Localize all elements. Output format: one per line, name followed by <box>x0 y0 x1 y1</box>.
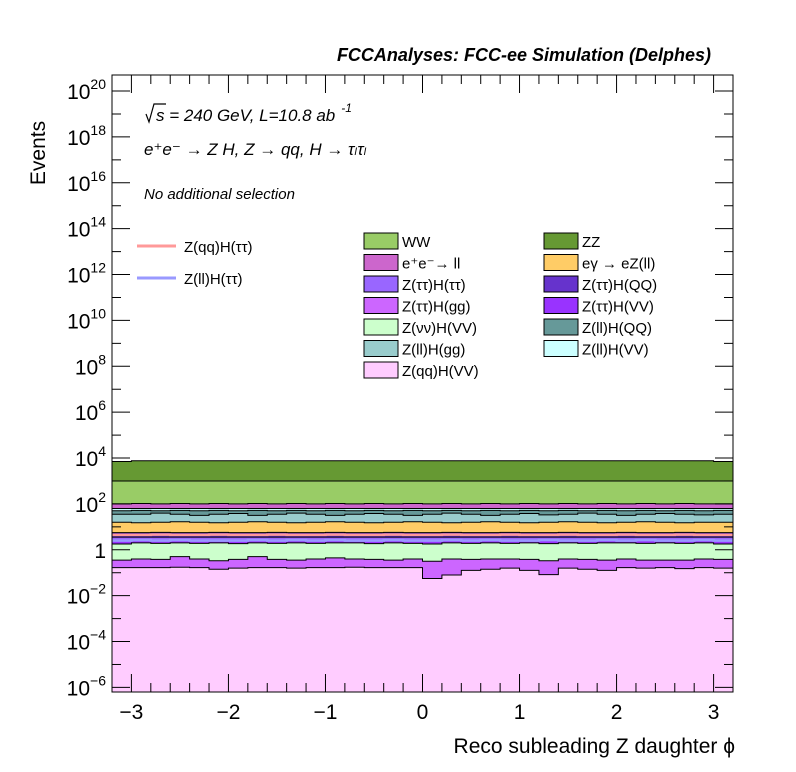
y-axis-label: Events <box>27 121 50 185</box>
energy-sqrt-arg: s <box>156 106 165 125</box>
legend-line-label: Z(ll)H(ττ) <box>184 271 243 288</box>
legend-box-label: ZZ <box>582 234 600 251</box>
y-tick-label: 10−2 <box>67 581 107 609</box>
legend-box-label: Z(ll)H(VV) <box>582 342 649 359</box>
legend-box-swatch <box>363 361 399 379</box>
x-axis-label: Reco subleading Z daughter ϕ <box>454 735 735 758</box>
legend-box-label: Z(ττ)H(gg) <box>402 299 471 316</box>
y-tick-label: 1016 <box>67 168 106 196</box>
selection-annotation: No additional selection <box>144 186 295 203</box>
x-tick-label: 3 <box>708 701 720 724</box>
energy-sup: -1 <box>341 101 352 115</box>
legend-box-swatch <box>363 340 399 357</box>
svg-text:s = 240 GeV, L=10.8 ab-1: s = 240 GeV, L=10.8 ab -1 <box>156 101 352 125</box>
chart-title: FCCAnalyses: FCC-ee Simulation (Delphes) <box>337 45 711 65</box>
y-tick-label: 1 <box>94 540 106 563</box>
y-tick-label: 104 <box>75 443 106 471</box>
y-tick-label: 1018 <box>67 122 106 150</box>
legend-box-label: Z(ττ)H(ττ) <box>402 277 466 294</box>
signal-layer <box>112 533 733 542</box>
legend-box-label: Z(νν)H(VV) <box>402 320 477 337</box>
legend-box-swatch <box>543 275 579 293</box>
legend-box-label: e⁺e⁻→ ll <box>402 256 460 273</box>
x-tick-label: −3 <box>119 701 143 724</box>
legend-lines: Z(qq)H(ττ) Z(ll)H(ττ) <box>137 239 253 288</box>
x-tick-label: 0 <box>417 701 429 724</box>
y-tick-label: 10−4 <box>67 627 107 655</box>
energy-text: = 240 GeV, L=10.8 ab <box>165 106 336 125</box>
legend-box-label: Z(ττ)H(QQ) <box>582 277 657 294</box>
legend-box-swatch <box>363 318 399 336</box>
y-tick-label: 1010 <box>67 305 106 333</box>
x-tick-label: 1 <box>514 701 526 724</box>
legend-boxes: WW ZZ e⁺e⁻→ ll eγ → eZ(ll) Z(ττ)H(ττ) Z(ττ)H(… <box>363 232 657 380</box>
process-annotation: e⁺e⁻ → Z H, Z → qq, H → τₗτₗ <box>144 140 367 159</box>
x-tick-label: 2 <box>611 701 623 724</box>
legend-box-swatch <box>363 254 399 271</box>
legend-box-swatch <box>363 297 399 314</box>
y-tick-label: 108 <box>75 351 106 379</box>
axes <box>111 74 734 693</box>
stack-layer <box>111 460 734 693</box>
legend-box-swatch <box>363 232 399 250</box>
legend-box-swatch <box>543 340 579 357</box>
legend-box-label: Z(ll)H(QQ) <box>582 320 652 337</box>
stack-z-qq-h-vv- <box>111 566 734 693</box>
energy-annotation: s = 240 GeV, L=10.8 ab -1 <box>145 101 352 125</box>
legend-box-label: Z(ll)H(gg) <box>402 342 465 359</box>
y-tick-label: 1014 <box>67 214 106 242</box>
legend-box-swatch <box>363 275 399 293</box>
y-tick-label: 102 <box>75 489 106 517</box>
legend-box-swatch <box>543 254 579 271</box>
y-tick-label: 1012 <box>67 260 106 288</box>
y-tick-label: 106 <box>75 397 106 425</box>
legend-box-label: Z(qq)H(VV) <box>402 363 479 380</box>
legend-box-swatch <box>543 232 579 250</box>
x-tick-label: −1 <box>313 701 337 724</box>
legend-box-swatch <box>543 318 579 336</box>
legend-box-label: eγ → eZ(ll) <box>582 256 655 273</box>
legend-box-label: WW <box>402 234 431 251</box>
tick-labels: −3 −2 −1 0 1 2 3 1020 1018 1016 1014 1012 1010 108 106… <box>67 76 720 724</box>
legend-line-label: Z(qq)H(ττ) <box>184 239 253 256</box>
y-tick-label: 10−6 <box>67 672 107 700</box>
legend-box-label: Z(ττ)H(VV) <box>582 299 654 316</box>
x-tick-label: −2 <box>216 701 240 724</box>
sqrt-symbol <box>145 103 166 124</box>
y-tick-label: 1020 <box>67 76 106 104</box>
legend-box-swatch <box>543 297 579 314</box>
